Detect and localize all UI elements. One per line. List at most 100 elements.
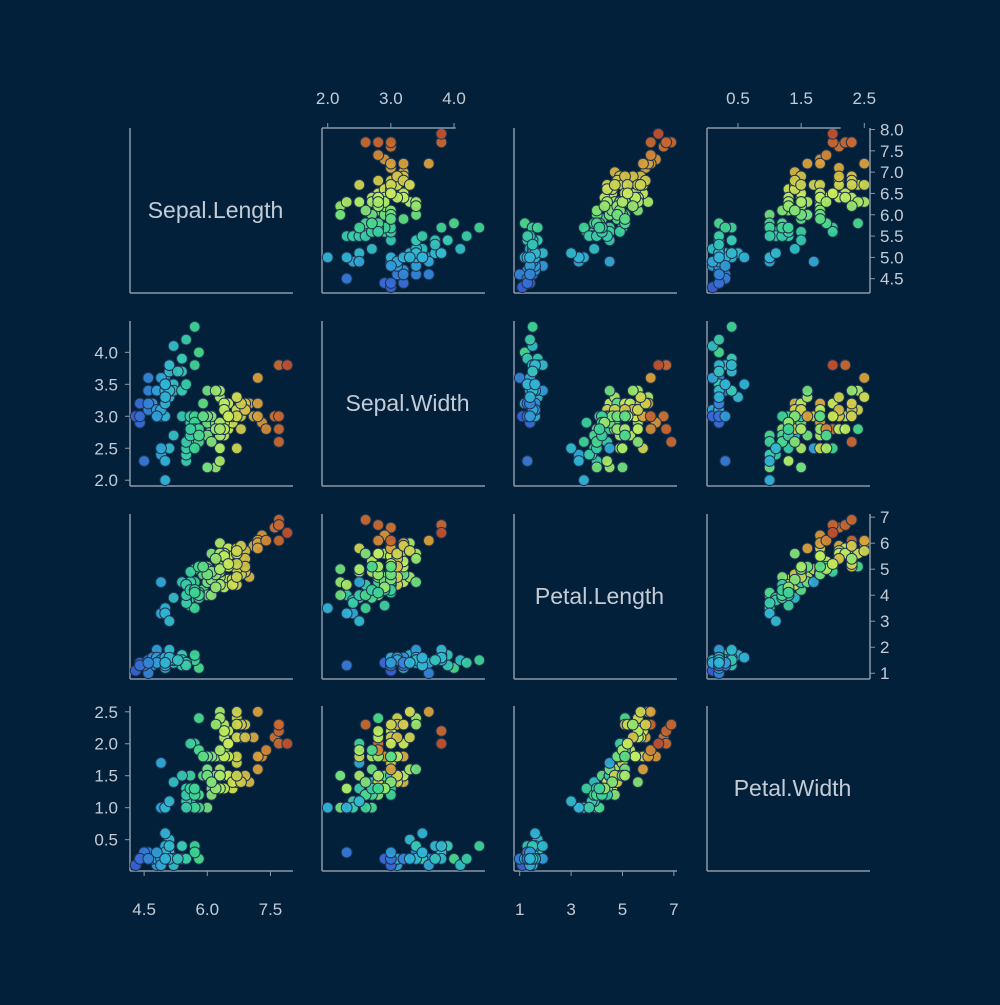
scatter-point-0-1 <box>366 217 378 230</box>
scatter-point-3-1 <box>460 852 473 865</box>
scatter-point-1-0 <box>273 423 285 436</box>
scatter-point-2-3 <box>807 576 820 589</box>
scatter-point-0-2 <box>588 243 601 255</box>
scatter-point-2-1 <box>385 560 397 573</box>
scatter-point-3-0 <box>167 776 180 788</box>
scatter-point-3-0 <box>150 846 163 859</box>
scatter-point-0-1 <box>321 251 334 264</box>
scatter-point-0-1 <box>385 136 397 149</box>
scatter-point-3-1 <box>435 725 448 737</box>
scatter-point-2-3 <box>763 607 776 620</box>
scatter-point-1-3 <box>725 359 738 372</box>
scatter-point-0-3 <box>807 255 820 268</box>
scatter-point-1-2 <box>583 448 595 461</box>
scatter-point-0-1 <box>372 136 385 149</box>
scatter-point-3-1 <box>435 840 448 852</box>
scatter-point-3-1 <box>334 769 347 782</box>
scatter-point-0-3 <box>788 243 801 255</box>
scatter-point-2-1 <box>340 659 353 672</box>
scatter-point-2-1 <box>410 552 423 565</box>
scatter-point-0-1 <box>353 179 366 191</box>
scatter-point-2-1 <box>353 615 366 628</box>
scatter-point-1-0 <box>188 359 201 372</box>
scatter-point-0-2 <box>578 221 590 234</box>
scatter-point-0-1 <box>441 234 454 247</box>
tick-label-top-sepal-width: 2.0 <box>316 89 340 108</box>
scatter-point-0-1 <box>353 221 366 234</box>
scatter-point-3-0 <box>159 852 172 865</box>
scatter-point-3-1 <box>416 846 429 859</box>
scatter-point-2-1 <box>353 576 366 589</box>
scatter-point-0-2 <box>603 255 616 268</box>
scatter-point-1-0 <box>201 461 214 474</box>
scatter-point-0-3 <box>782 221 795 234</box>
scatter-point-3-0 <box>239 731 252 744</box>
scatter-point-3-1 <box>359 776 372 788</box>
scatter-point-2-0 <box>163 615 176 628</box>
scatter-point-2-0 <box>188 602 201 615</box>
tick-label-top-petal-width: 2.5 <box>852 89 876 108</box>
scatter-point-1-2 <box>660 423 673 436</box>
scatter-point-1-3 <box>763 474 776 487</box>
tick-label-top-sepal-width: 4.0 <box>442 89 466 108</box>
scatter-point-3-0 <box>184 737 197 750</box>
scatter-point-1-2 <box>601 455 613 467</box>
scatter-point-3-2 <box>603 757 616 769</box>
scatter-point-3-0 <box>163 840 176 852</box>
diagonal-label-sepal-width: Sepal.Width <box>345 390 469 416</box>
scatter-point-1-3 <box>770 442 782 455</box>
scatter-point-1-3 <box>858 372 871 384</box>
tick-label-bottom-sepal-length: 7.5 <box>259 900 283 919</box>
scatter-point-1-0 <box>251 372 264 384</box>
scatter-point-3-2 <box>536 840 549 852</box>
scatter-point-0-2 <box>644 149 657 162</box>
scatter-point-3-1 <box>385 846 397 859</box>
scatter-point-1-2 <box>524 410 536 423</box>
scatter-point-2-1 <box>334 589 347 602</box>
scatter-point-3-1 <box>410 718 423 731</box>
scatter-point-1-3 <box>801 410 814 423</box>
scatter-point-2-1 <box>366 560 378 573</box>
scatter-point-2-3 <box>826 558 839 570</box>
scatter-point-1-2 <box>644 410 657 423</box>
scatter-point-3-0 <box>176 840 188 852</box>
tick-label-bottom-petal-length: 3 <box>566 900 575 919</box>
scatter-point-2-3 <box>814 550 826 563</box>
scatter-point-0-2 <box>616 196 629 208</box>
scatter-point-1-2 <box>619 429 631 442</box>
scatter-point-3-0 <box>188 846 201 859</box>
scatter-point-1-3 <box>795 461 807 474</box>
scatter-point-2-1 <box>385 521 397 534</box>
scatter-point-1-2 <box>524 333 536 346</box>
scatter-point-1-2 <box>652 359 665 372</box>
scatter-point-1-3 <box>738 378 751 391</box>
scatter-point-0-1 <box>422 268 435 281</box>
scatter-point-0-1 <box>403 251 416 264</box>
scatter-point-0-1 <box>372 174 385 187</box>
scatter-point-0-3 <box>852 217 864 230</box>
scatter-point-0-1 <box>353 196 366 208</box>
scatter-point-0-1 <box>334 208 347 221</box>
scatter-point-1-0 <box>163 359 176 372</box>
scatter-point-0-3 <box>826 225 839 238</box>
scatter-point-0-3 <box>763 230 776 243</box>
tick-label-right-sepal-length: 6.0 <box>880 206 904 225</box>
scatter-point-3-0 <box>222 737 235 750</box>
scatter-point-0-3 <box>820 149 833 162</box>
scatter-point-0-2 <box>626 200 639 213</box>
scatter-point-0-2 <box>619 213 631 225</box>
scatter-point-0-3 <box>858 157 871 170</box>
scatter-point-1-3 <box>820 442 833 455</box>
tick-label-left-sepal-width: 4.0 <box>94 343 118 362</box>
scatter-point-1-2 <box>603 442 616 455</box>
scatter-point-2-1 <box>372 586 385 599</box>
scatter-point-2-1 <box>372 519 385 531</box>
scatter-point-1-2 <box>524 391 536 404</box>
scatter-point-0-1 <box>403 179 416 191</box>
scatter-point-2-0 <box>230 571 243 583</box>
tick-label-right-petal-length: 5 <box>880 560 889 579</box>
scatter-point-1-0 <box>251 397 264 410</box>
scatter-point-3-0 <box>163 795 176 808</box>
scatter-point-1-2 <box>632 436 644 448</box>
scatter-point-3-0 <box>176 769 188 782</box>
